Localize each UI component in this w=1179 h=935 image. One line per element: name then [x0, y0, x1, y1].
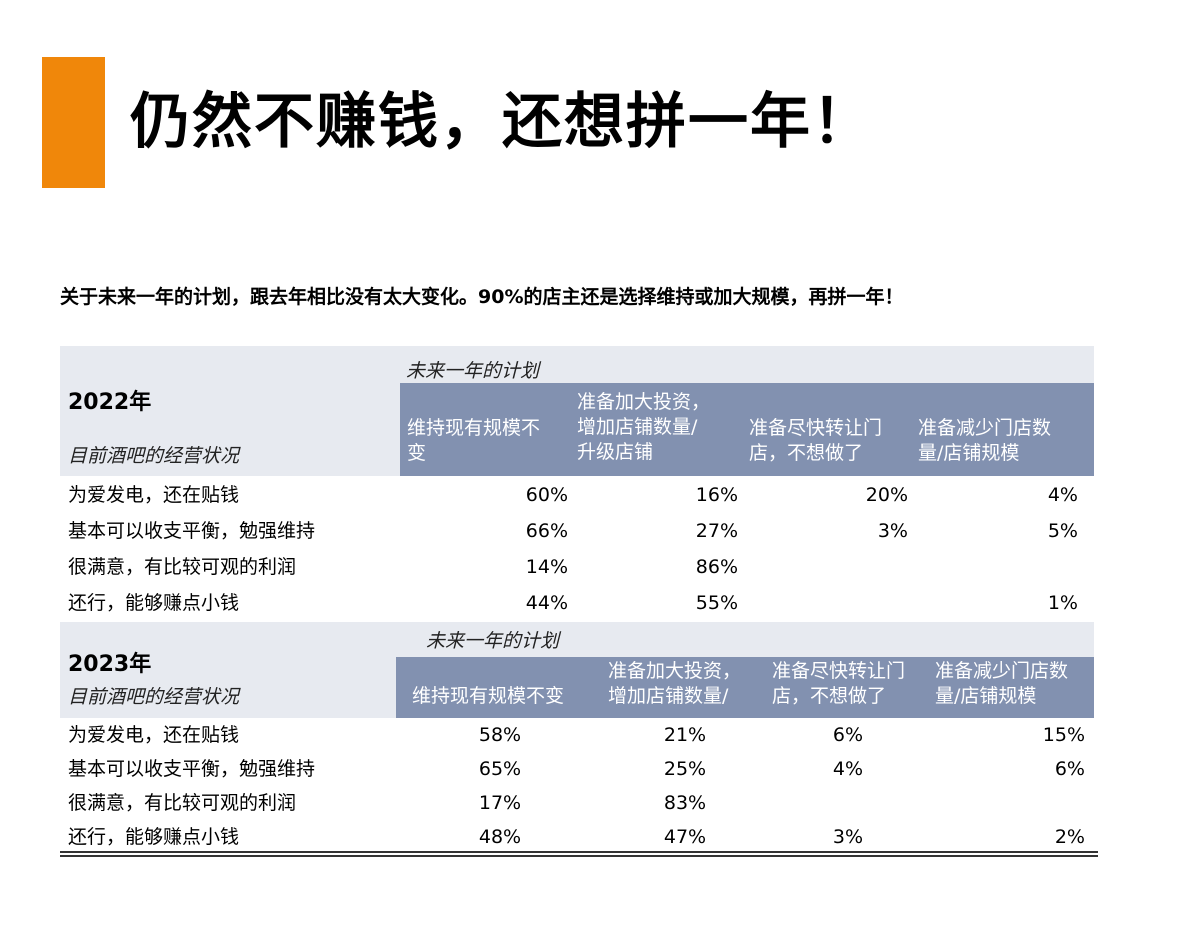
title-accent-bar — [42, 57, 105, 188]
value-expand: 21% — [663, 724, 707, 746]
value-maintain: 44% — [525, 592, 568, 614]
row-label: 为爱发电，还在贴钱 — [68, 484, 240, 506]
value-transfer: 3% — [832, 826, 864, 848]
row-label: 为爱发电，还在贴钱 — [68, 724, 240, 746]
table-row: 为爱发电，还在贴钱 60% 16% 20% 4% — [60, 478, 1094, 512]
table-bottom-rule — [60, 855, 1098, 857]
value-expand: 47% — [663, 826, 707, 848]
table-2022: 未来一年的计划 2022年 目前酒吧的经营状况 维持现有规模不 变 准备加大投资… — [60, 346, 1094, 616]
table-row: 基本可以收支平衡，勉强维持 65% 25% 4% 6% — [60, 752, 1094, 786]
table-row: 很满意，有比较可观的利润 17% 83% — [60, 786, 1094, 820]
column-header-band — [396, 657, 1094, 718]
status-label: 目前酒吧的经营状况 — [68, 445, 240, 467]
year-label: 2022年 — [68, 390, 152, 415]
column-header-transfer: 准备尽快转让门 店，不想做了 — [749, 417, 883, 464]
table-row: 为爱发电，还在贴钱 58% 21% 6% 15% — [60, 718, 1094, 752]
value-transfer: 20% — [865, 484, 908, 506]
table-bottom-rule — [60, 851, 1098, 853]
column-header-expand: 准备加大投资， 增加店铺数量/ 升级店铺 — [577, 391, 711, 463]
value-expand: 25% — [663, 758, 707, 780]
value-reduce: 15% — [1042, 724, 1085, 746]
value-reduce: 4% — [1047, 484, 1078, 506]
page-title: 仍然不赚钱，还想拼一年！ — [130, 87, 874, 157]
value-transfer: 3% — [877, 520, 908, 542]
value-maintain: 58% — [478, 724, 522, 746]
value-maintain: 14% — [525, 556, 568, 578]
year-label: 2023年 — [68, 652, 152, 677]
row-label: 基本可以收支平衡，勉强维持 — [68, 758, 316, 780]
value-maintain: 17% — [478, 792, 522, 814]
value-expand: 55% — [695, 592, 738, 614]
plan-label: 未来一年的计划 — [426, 630, 560, 652]
row-label: 还行，能够赚点小钱 — [68, 826, 240, 848]
table-row: 很满意，有比较可观的利润 14% 86% — [60, 550, 1094, 584]
status-label: 目前酒吧的经营状况 — [68, 686, 240, 708]
plan-label: 未来一年的计划 — [406, 360, 540, 382]
table-row: 还行，能够赚点小钱 48% 47% 3% 2% — [60, 820, 1094, 854]
value-maintain: 48% — [478, 826, 522, 848]
value-reduce: 2% — [1054, 826, 1085, 848]
column-header-transfer: 准备尽快转让门 店，不想做了 — [772, 660, 906, 707]
column-header-band — [400, 383, 1094, 476]
column-header-reduce: 准备减少门店数 量/店铺规模 — [918, 417, 1052, 464]
value-maintain: 66% — [525, 520, 568, 542]
value-maintain: 65% — [478, 758, 522, 780]
table-row: 还行，能够赚点小钱 44% 55% 1% — [60, 586, 1094, 620]
table-row: 基本可以收支平衡，勉强维持 66% 27% 3% 5% — [60, 514, 1094, 548]
row-label: 还行，能够赚点小钱 — [68, 592, 240, 614]
column-header-maintain: 维持现有规模不 变 — [407, 417, 541, 464]
table-2023: 未来一年的计划 2023年 目前酒吧的经营状况 维持现有规模不变 准备加大投资，… — [60, 622, 1094, 854]
value-reduce: 5% — [1047, 520, 1078, 542]
value-expand: 83% — [663, 792, 707, 814]
column-header-maintain: 维持现有规模不变 — [412, 685, 565, 707]
value-reduce: 6% — [1054, 758, 1085, 780]
value-expand: 86% — [695, 556, 738, 578]
row-label: 基本可以收支平衡，勉强维持 — [68, 520, 316, 542]
value-transfer: 4% — [832, 758, 864, 780]
value-maintain: 60% — [525, 484, 568, 506]
row-label: 很满意，有比较可观的利润 — [68, 792, 297, 814]
column-header-expand: 准备加大投资， 增加店铺数量/ — [608, 660, 742, 707]
value-reduce: 1% — [1047, 592, 1078, 614]
value-expand: 27% — [695, 520, 738, 542]
value-transfer: 6% — [832, 724, 864, 746]
column-header-reduce: 准备减少门店数 量/店铺规模 — [935, 660, 1069, 707]
value-expand: 16% — [695, 484, 738, 506]
row-label: 很满意，有比较可观的利润 — [68, 556, 297, 578]
page-subtitle: 关于未来一年的计划，跟去年相比没有太大变化。90%的店主还是选择维持或加大规模，… — [60, 286, 904, 308]
